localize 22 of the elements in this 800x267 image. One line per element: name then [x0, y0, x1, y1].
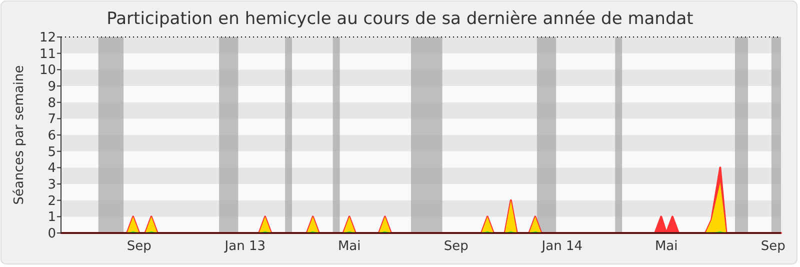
x-tick-label: Sep [444, 239, 468, 254]
y-tick-label: 5 [48, 144, 56, 160]
x-tick-label: Mai [654, 239, 678, 254]
y-axis-title: Séances par semaine [12, 65, 27, 205]
y-tick-label: 12 [39, 30, 56, 46]
y-tick-label: 3 [48, 178, 56, 193]
y-tick-label: 10 [39, 63, 56, 78]
y-tick-label: 0 [48, 226, 56, 242]
x-tick-label: Jan 13 [224, 239, 266, 254]
y-tick-label: 11 [39, 46, 56, 62]
x-tick-label: Mai [338, 239, 361, 254]
y-tick-label: 2 [48, 194, 56, 209]
x-tick-label: Sep [760, 239, 786, 254]
y-tick-label: 8 [48, 96, 56, 111]
x-tick-label: Jan 14 [540, 239, 582, 254]
y-tick-label: 4 [48, 161, 56, 176]
x-tick-label: Sep [126, 239, 152, 254]
chart-title: Participation en hemicycle au cours de sa dernière année de mandat [106, 9, 694, 29]
y-tick-label: 7 [48, 112, 56, 128]
y-tick-label: 1 [48, 210, 56, 226]
y-tick-label: 6 [48, 128, 56, 144]
y-tick-label: 9 [48, 80, 56, 95]
